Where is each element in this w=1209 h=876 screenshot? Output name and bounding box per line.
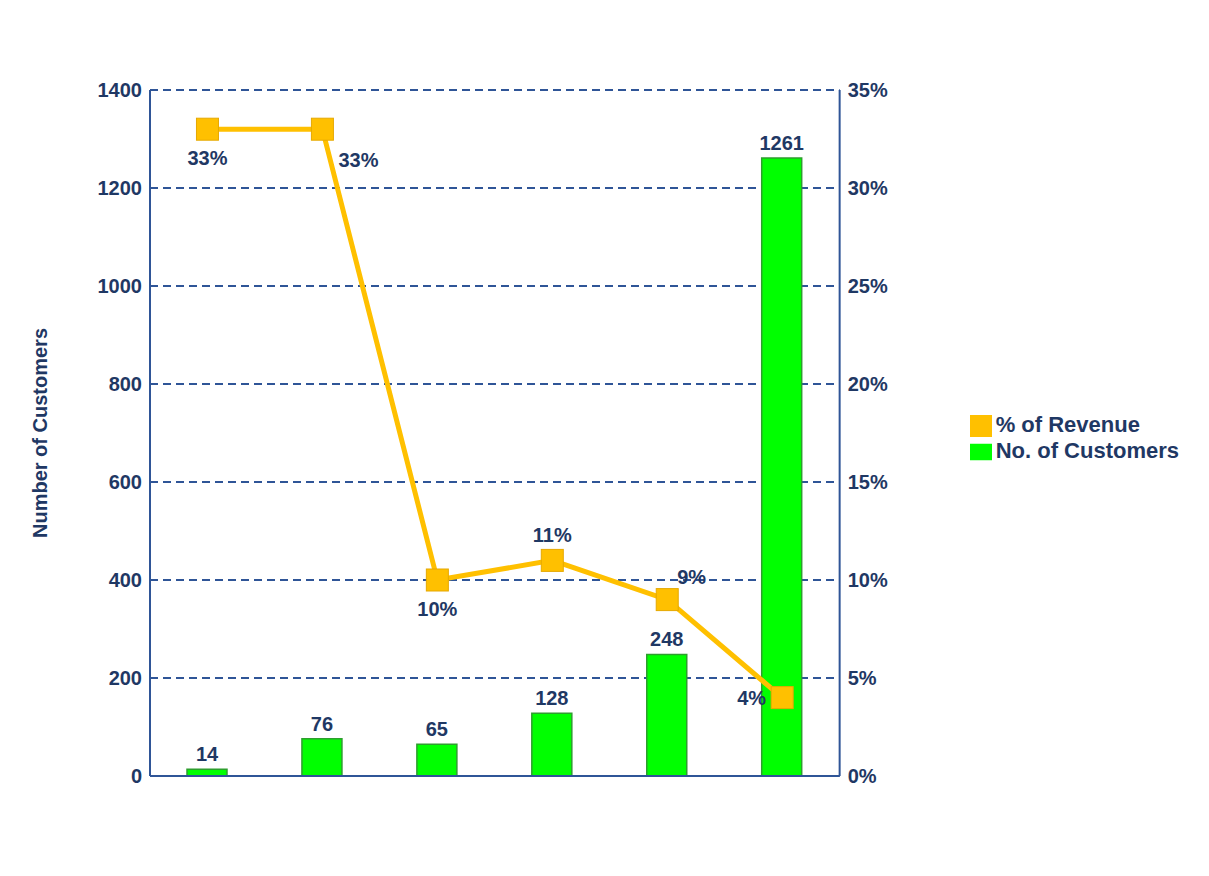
html-text:% of Revenue: % of Revenue — [995, 412, 1140, 437]
svg-text:200: 200 — [109, 667, 142, 689]
svg-text:4%: 4% — [737, 687, 766, 709]
svg-text:400: 400 — [109, 569, 142, 591]
svg-text:33%: 33% — [187, 147, 227, 169]
svg-text:25%: 25% — [848, 275, 888, 297]
svg-text:1261: 1261 — [759, 132, 804, 154]
svg-text:0%: 0% — [848, 765, 877, 787]
svg-text:0: 0 — [131, 765, 142, 787]
svg-text:248: 248 — [650, 628, 683, 650]
svg-text:10%: 10% — [848, 569, 888, 591]
svg-text:33%: 33% — [338, 149, 378, 171]
svg-text:5%: 5% — [848, 667, 877, 689]
svg-text:65: 65 — [426, 718, 448, 740]
svg-text:35%: 35% — [848, 79, 888, 101]
svg-text:1400: 1400 — [98, 79, 143, 101]
svg-text:15%: 15% — [848, 471, 888, 493]
svg-text:1000: 1000 — [98, 275, 143, 297]
html-text:No. of Customers: No. of Customers — [995, 438, 1179, 463]
svg-text:600: 600 — [109, 471, 142, 493]
svg-text:Number of Customers: Number of Customers — [29, 328, 51, 538]
svg-text:800: 800 — [109, 373, 142, 395]
svg-text:9%: 9% — [677, 566, 706, 588]
svg-text:10%: 10% — [417, 598, 457, 620]
svg-text:20%: 20% — [848, 373, 888, 395]
svg-text:1200: 1200 — [98, 177, 143, 199]
svg-text:76: 76 — [311, 713, 333, 735]
svg-text:14: 14 — [196, 743, 219, 765]
svg-text:128: 128 — [535, 687, 568, 709]
svg-text:11%: 11% — [533, 524, 572, 546]
svg-text:30%: 30% — [848, 177, 888, 199]
